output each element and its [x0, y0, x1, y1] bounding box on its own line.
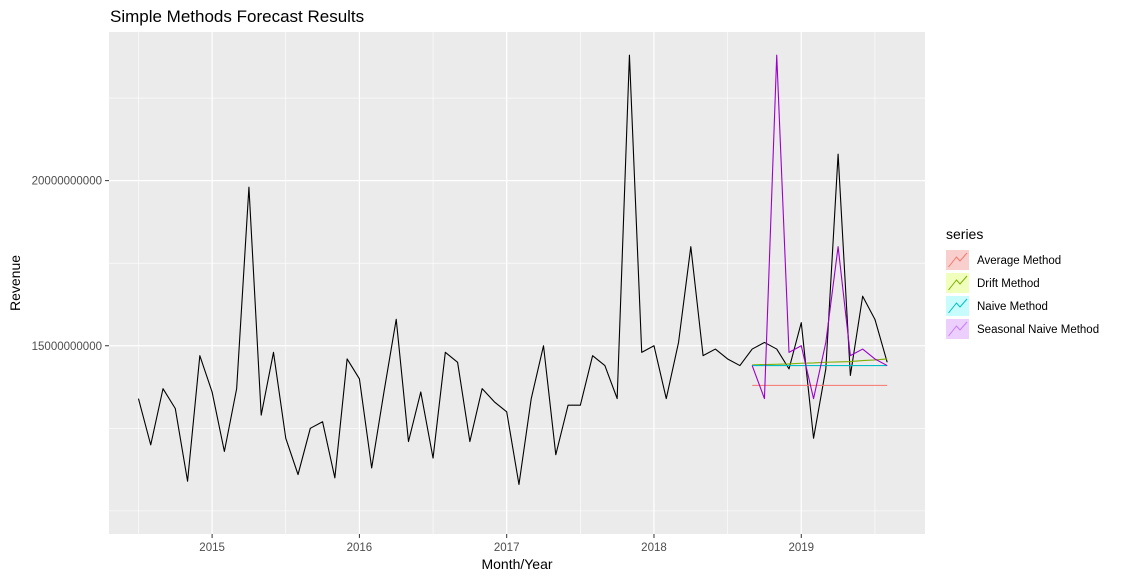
y-tick-label: 20000000000	[32, 176, 102, 188]
legend-label: Naive Method	[977, 301, 1048, 313]
legend-key-line	[948, 252, 968, 268]
legend-item-seasonal-naive-method: Seasonal Naive Method	[946, 319, 1099, 339]
legend: series Average Method Drift Method Naive M…	[946, 226, 1099, 339]
y-axis-title: Revenue	[7, 255, 23, 311]
legend-label: Seasonal Naive Method	[977, 324, 1099, 336]
legend-item-average-method: Average Method	[946, 250, 1061, 270]
legend-key-background	[946, 319, 969, 339]
legend-label: Average Method	[977, 255, 1061, 267]
legend-key-line	[948, 321, 968, 337]
y-axis: 15000000000 20000000000	[32, 176, 109, 353]
x-tick-label: 2017	[494, 542, 520, 554]
legend-item-naive-method: Naive Method	[946, 296, 1048, 316]
legend-entries: Average Method Drift Method Naive Method Se…	[946, 250, 1099, 339]
x-tick-label: 2016	[347, 542, 373, 554]
series-lines	[137, 54, 888, 486]
legend-title: series	[946, 226, 983, 242]
legend-key-background	[946, 273, 969, 293]
chart-title: Simple Methods Forecast Results	[110, 7, 364, 26]
legend-label: Drift Method	[977, 278, 1040, 290]
x-tick-label: 2018	[641, 542, 667, 554]
x-axis: 2015 2016 2017 2018 2019	[199, 534, 814, 554]
plot-panel	[109, 32, 925, 534]
legend-item-drift-method: Drift Method	[946, 273, 1040, 293]
legend-key-background	[946, 250, 969, 270]
legend-key-line	[948, 298, 968, 314]
x-axis-title: Month/Year	[481, 556, 552, 572]
x-tick-label: 2015	[199, 542, 225, 554]
actual-revenue-line	[137, 54, 888, 486]
major-gridlines	[109, 32, 925, 534]
y-tick-label: 15000000000	[32, 341, 102, 353]
seasonal-naive-method-line	[751, 54, 888, 400]
plot-panel-background	[109, 32, 925, 534]
legend-key-line	[948, 275, 968, 291]
drift-method-line	[752, 358, 888, 366]
x-tick-label: 2019	[788, 542, 814, 554]
legend-key-background	[946, 296, 969, 316]
